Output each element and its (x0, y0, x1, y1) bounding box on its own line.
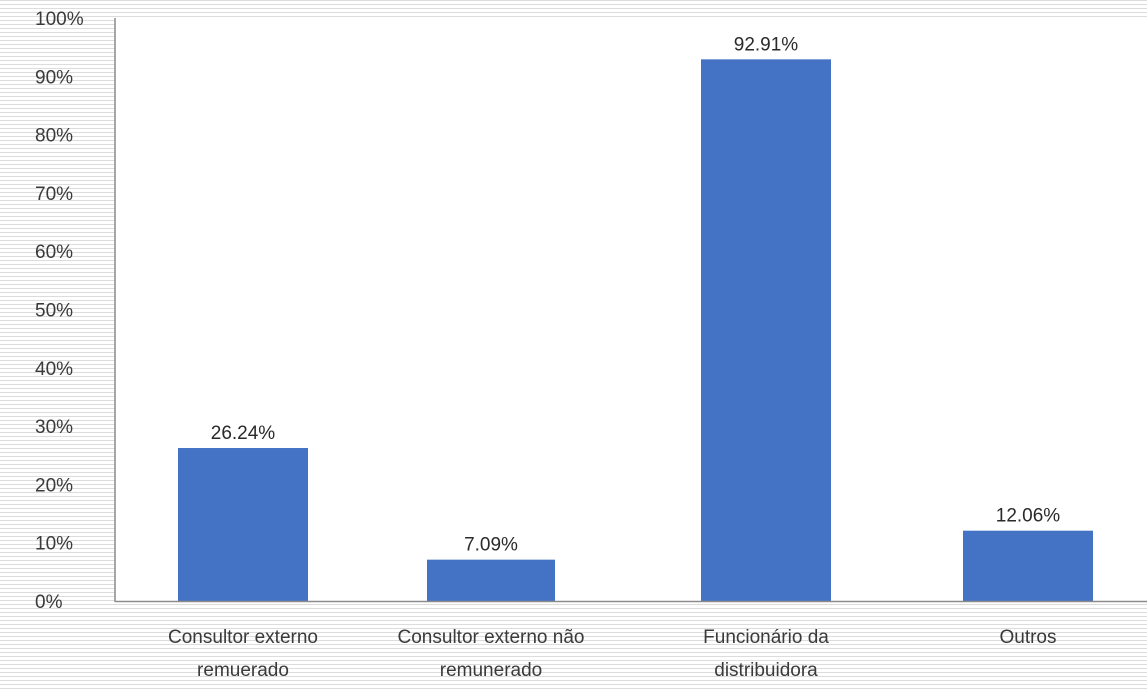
x-category-label: Outros (999, 627, 1056, 648)
x-category-label: Consultor externo não remunerado (398, 627, 585, 681)
y-tick-label: 90% (35, 67, 73, 88)
axes (114, 18, 1147, 603)
bars (178, 59, 1093, 601)
x-category-label: Consultor externo remuerado (168, 627, 318, 681)
data-label: 7.09% (464, 535, 518, 556)
y-tick-label: 30% (35, 417, 73, 438)
x-category-label: Funcionário da distribuidora (703, 627, 829, 681)
data-label: 12.06% (996, 506, 1061, 527)
y-tick-label: 40% (35, 359, 73, 380)
data-labels: 26.24% 7.09% 92.91% 12.06% (211, 34, 1061, 555)
y-tick-label: 20% (35, 475, 73, 496)
bar (701, 59, 831, 601)
y-axis-tick-labels: 0% 10% 20% 30% 40% 50% 60% 70% 80% 90% 100% (35, 9, 84, 613)
y-tick-label: 50% (35, 301, 73, 322)
y-tick-label: 0% (35, 592, 63, 613)
bar (427, 559, 555, 601)
x-axis-category-labels: Consultor externo remuerado Consultor exte… (168, 627, 1057, 681)
bar (178, 448, 308, 601)
y-tick-label: 70% (35, 184, 73, 205)
y-tick-label: 60% (35, 242, 73, 263)
y-tick-label: 80% (35, 126, 73, 147)
data-label: 26.24% (211, 423, 276, 444)
bar (963, 530, 1093, 601)
y-tick-label: 100% (35, 9, 84, 30)
y-tick-label: 10% (35, 534, 73, 555)
data-label: 92.91% (734, 34, 799, 55)
